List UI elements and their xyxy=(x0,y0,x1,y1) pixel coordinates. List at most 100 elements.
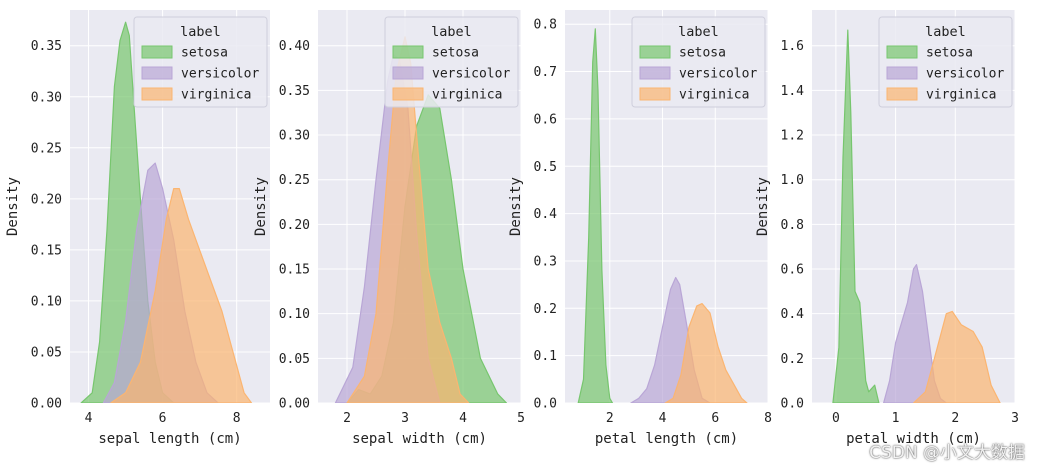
x-tick-label: 4 xyxy=(659,411,667,426)
x-tick-label: 2 xyxy=(951,411,959,426)
legend-label-setosa: setosa xyxy=(926,46,973,61)
panel-3: 0.0 0.1 0.2 0.3 0.4 0.5 0.6 0.7 0.8 2 4 6 8 petal len… xyxy=(508,10,772,447)
x-tick-label: 0 xyxy=(832,411,840,426)
y-tick-label: 0.05 xyxy=(279,352,310,367)
legend-swatch-setosa xyxy=(639,45,671,59)
y-tick-label: 0.6 xyxy=(781,263,804,278)
panel-1: 0.00 0.05 0.10 0.15 0.20 0.25 0.30 0.35 4 6 8 sepal… xyxy=(5,10,270,447)
watermark: CSDN @小文大数据 xyxy=(869,443,1025,463)
y-tick-label: 0.2 xyxy=(781,352,804,367)
y-tick-label: 0.1 xyxy=(534,349,557,364)
y-tick-label: 0.6 xyxy=(534,112,557,127)
legend-box xyxy=(631,16,766,108)
legend-swatch-versicolor xyxy=(639,66,671,80)
legend-swatch-virginica xyxy=(392,87,424,101)
x-tick-label: 4 xyxy=(85,411,93,426)
legend-box xyxy=(133,16,268,108)
legend-title: label xyxy=(925,24,966,40)
legend-label-setosa: setosa xyxy=(432,46,479,61)
legend-swatch-versicolor xyxy=(392,66,424,80)
legend-label-setosa: setosa xyxy=(181,46,228,61)
legend: label setosa versicolor virginica xyxy=(133,16,268,108)
legend-label-versicolor: versicolor xyxy=(432,67,510,82)
x-tick-label: 2 xyxy=(343,411,351,426)
x-axis-label: sepal width (cm) xyxy=(352,431,487,447)
y-tick-label: 1.4 xyxy=(781,84,805,99)
legend-swatch-virginica xyxy=(886,87,918,101)
legend-swatch-setosa xyxy=(886,45,918,59)
panel-2: 0.00 0.05 0.10 0.15 0.20 0.25 0.30 0.35 0.40 2 3 4 5… xyxy=(253,10,525,447)
legend: label setosa versicolor virginica xyxy=(384,16,519,108)
y-tick-label: 1.2 xyxy=(781,129,804,144)
y-axis-label: Density xyxy=(5,177,21,236)
density-area-virginica xyxy=(110,188,253,403)
y-tick-label: 0.05 xyxy=(31,345,62,360)
x-axis-label: petal width (cm) xyxy=(846,431,981,447)
density-areas xyxy=(334,36,508,403)
legend-title: label xyxy=(431,24,472,40)
x-axis-label: petal length (cm) xyxy=(595,431,738,447)
x-tick-label: 3 xyxy=(1011,411,1019,426)
y-tick-label: 0.30 xyxy=(31,90,62,105)
x-tick-label: 8 xyxy=(233,411,241,426)
density-areas xyxy=(832,29,1001,403)
density-area-virginica xyxy=(912,310,1001,403)
legend: label setosa versicolor virginica xyxy=(631,16,766,108)
legend-box xyxy=(384,16,519,108)
y-tick-label: 0.10 xyxy=(279,307,310,322)
x-tick-label: 6 xyxy=(159,411,167,426)
y-tick-label: 0.00 xyxy=(279,397,310,412)
y-tick-label: 0.8 xyxy=(534,18,557,33)
legend-label-versicolor: versicolor xyxy=(181,67,259,82)
legend: label setosa versicolor virginica xyxy=(878,16,1013,108)
density-areas xyxy=(80,21,253,403)
legend-swatch-virginica xyxy=(639,87,671,101)
y-tick-label: 0.40 xyxy=(279,39,310,54)
x-tick-label: 3 xyxy=(401,411,409,426)
y-tick-label: 0.2 xyxy=(534,302,557,317)
y-tick-label: 0.10 xyxy=(31,294,62,309)
legend-label-virginica: virginica xyxy=(181,88,251,103)
y-tick-label: 0.4 xyxy=(781,307,805,322)
y-tick-label: 0.25 xyxy=(31,141,62,156)
legend-box xyxy=(878,16,1013,108)
y-tick-label: 0.0 xyxy=(534,397,557,412)
density-area-virginica xyxy=(664,303,748,403)
legend-swatch-virginica xyxy=(141,87,173,101)
legend-swatch-setosa xyxy=(141,45,173,59)
x-axis-label: sepal length (cm) xyxy=(98,431,241,447)
legend-label-virginica: virginica xyxy=(432,88,502,103)
legend-swatch-setosa xyxy=(392,45,424,59)
y-tick-label: 0.4 xyxy=(534,207,558,222)
x-tick-label: 5 xyxy=(517,411,525,426)
y-tick-label: 0.20 xyxy=(279,218,310,233)
density-areas xyxy=(577,28,748,403)
legend-label-setosa: setosa xyxy=(679,46,726,61)
y-tick-label: 0.35 xyxy=(279,84,310,99)
y-tick-label: 0.0 xyxy=(781,397,804,412)
x-tick-label: 1 xyxy=(892,411,900,426)
legend-title: label xyxy=(180,24,221,40)
x-tick-label: 4 xyxy=(459,411,467,426)
y-tick-label: 0.00 xyxy=(31,397,62,412)
y-tick-label: 0.3 xyxy=(534,254,557,269)
density-area-setosa xyxy=(832,29,880,403)
legend-label-versicolor: versicolor xyxy=(926,67,1004,82)
density-area-setosa xyxy=(577,28,614,403)
x-tick-label: 6 xyxy=(711,411,719,426)
y-tick-label: 0.30 xyxy=(279,129,310,144)
y-tick-label: 0.7 xyxy=(534,65,557,80)
legend-swatch-versicolor xyxy=(141,66,173,80)
y-tick-label: 1.0 xyxy=(781,173,804,188)
y-tick-label: 0.5 xyxy=(534,160,557,175)
x-tick-label: 8 xyxy=(764,411,772,426)
legend-label-virginica: virginica xyxy=(679,88,749,103)
legend-swatch-versicolor xyxy=(886,66,918,80)
legend-title: label xyxy=(678,24,719,40)
legend-label-versicolor: versicolor xyxy=(679,67,757,82)
y-tick-label: 0.25 xyxy=(279,173,310,188)
y-axis-label: Density xyxy=(508,177,524,236)
y-axis-label: Density xyxy=(755,177,771,236)
y-tick-label: 0.8 xyxy=(781,218,804,233)
y-axis-label: Density xyxy=(253,177,269,236)
